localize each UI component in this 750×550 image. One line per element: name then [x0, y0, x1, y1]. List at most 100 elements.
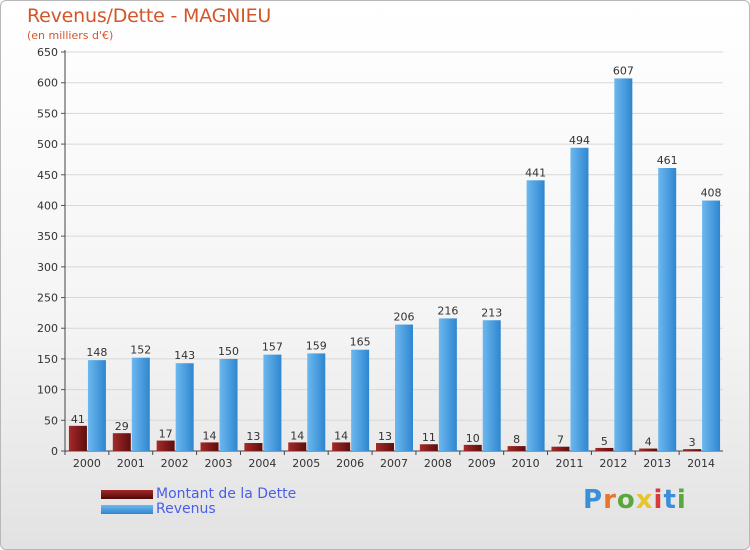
data-label-revenus: 607 [613, 64, 634, 77]
bar-revenus [658, 168, 677, 452]
bar-dette [683, 449, 702, 451]
x-tick-label: 2007 [380, 457, 408, 470]
x-tick-label: 2000 [73, 457, 101, 470]
x-tick-label: 2005 [292, 457, 320, 470]
y-tick-label: 250 [37, 292, 58, 305]
chart-title: Revenus/Dette - MAGNIEU [27, 5, 272, 27]
data-label-dette: 13 [378, 430, 392, 443]
data-label-dette: 10 [466, 432, 480, 445]
y-tick-label: 450 [37, 169, 58, 182]
y-tick-label: 600 [37, 77, 58, 90]
bar-dette [551, 446, 570, 451]
logo-letter: t [663, 485, 677, 515]
x-tick-label: 2003 [205, 457, 233, 470]
bar-dette [200, 442, 219, 451]
bar-revenus [482, 320, 501, 451]
bar-dette [156, 440, 175, 451]
y-tick-label: 650 [37, 46, 58, 59]
data-label-dette: 4 [645, 436, 652, 449]
data-label-dette: 13 [246, 430, 260, 443]
bar-revenus [395, 324, 413, 451]
data-label-revenus: 152 [130, 344, 151, 357]
logo-letter: P [583, 485, 604, 515]
data-label-dette: 5 [601, 435, 608, 448]
x-tick-label: 2010 [512, 457, 540, 470]
logo-letter: x [635, 485, 654, 515]
y-tick-label: 500 [37, 138, 58, 151]
y-tick-label: 550 [37, 107, 58, 120]
y-tick-label: 50 [44, 414, 58, 427]
bar-revenus [526, 180, 545, 452]
legend-swatch-revenus [101, 505, 153, 514]
data-label-revenus: 213 [481, 306, 502, 319]
logo-letter: o [616, 485, 636, 515]
bar-revenus [614, 78, 633, 451]
data-label-revenus: 157 [262, 341, 283, 354]
data-label-dette: 41 [71, 413, 85, 426]
data-label-dette: 17 [159, 428, 173, 441]
legend-swatch-dette [101, 490, 153, 499]
proxiti-logo: Proxiti [583, 485, 687, 515]
data-label-dette: 14 [334, 429, 348, 442]
x-tick-label: 2006 [336, 457, 364, 470]
y-tick-label: 150 [37, 353, 58, 366]
data-label-dette: 14 [290, 429, 304, 442]
data-label-dette: 29 [115, 420, 129, 433]
bar-revenus [438, 318, 457, 451]
x-tick-label: 2009 [468, 457, 496, 470]
data-label-revenus: 150 [218, 345, 239, 358]
data-label-revenus: 441 [525, 166, 546, 179]
logo-letter: r [603, 485, 617, 515]
bar-dette [68, 425, 87, 451]
y-tick-label: 400 [37, 199, 58, 212]
y-tick-label: 350 [37, 230, 58, 243]
y-tick-label: 200 [37, 322, 58, 335]
data-label-dette: 8 [513, 433, 520, 446]
legend-label-revenus: Revenus [156, 501, 216, 517]
data-label-revenus: 143 [174, 349, 195, 362]
chart-subtitle: (en milliers d'€) [27, 29, 114, 42]
data-label-revenus: 148 [86, 346, 107, 359]
data-label-revenus: 159 [306, 339, 327, 352]
x-tick-label: 2012 [599, 457, 627, 470]
data-label-revenus: 408 [701, 187, 722, 200]
bar-dette [639, 448, 658, 451]
x-tick-label: 2011 [555, 457, 583, 470]
bar-revenus [263, 354, 282, 451]
x-tick-label: 2001 [117, 457, 145, 470]
bar-dette [419, 444, 438, 451]
data-label-dette: 11 [422, 431, 436, 444]
data-label-revenus: 165 [350, 336, 371, 349]
x-tick-label: 2002 [161, 457, 189, 470]
data-label-dette: 7 [557, 434, 564, 447]
data-label-revenus: 461 [657, 154, 678, 167]
bar-dette [288, 442, 307, 451]
x-tick-label: 2013 [643, 457, 671, 470]
bar-dette [595, 447, 614, 451]
bar-dette [244, 443, 263, 451]
x-tick-label: 2004 [248, 457, 276, 470]
x-tick-label: 2008 [424, 457, 452, 470]
bar-revenus [131, 357, 150, 451]
bar-dette [376, 443, 394, 451]
data-label-revenus: 206 [394, 311, 415, 324]
data-label-dette: 14 [203, 429, 217, 442]
x-tick-label: 2014 [687, 457, 715, 470]
bar-revenus [219, 358, 238, 451]
logo-letter: i [653, 485, 664, 515]
data-label-dette: 3 [689, 436, 696, 449]
bar-dette [507, 446, 526, 451]
y-tick-label: 300 [37, 261, 58, 274]
bar-dette [332, 442, 351, 451]
data-label-revenus: 216 [437, 304, 458, 317]
legend-label-dette: Montant de la Dette [156, 486, 297, 502]
bar-revenus [351, 349, 370, 451]
bar-dette [463, 444, 482, 451]
bar-revenus [702, 200, 721, 451]
bar-dette [112, 433, 131, 451]
y-tick-label: 100 [37, 384, 58, 397]
bar-revenus [570, 147, 589, 451]
bar-revenus [175, 363, 194, 451]
